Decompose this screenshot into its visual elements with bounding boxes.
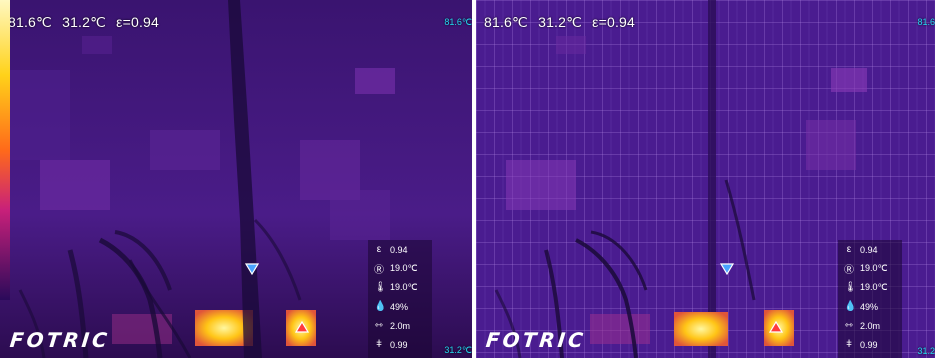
param-reflected-temp: Ⓡ 19.0℃ <box>844 263 888 276</box>
param-ambient-temp: 🌡 19.0℃ <box>374 282 418 293</box>
fusion-image-panel: 81.6℃ 31.2℃ ε=0.94 81.6 31.2 ε 0.94 Ⓡ 19… <box>476 0 935 358</box>
cold-spot-marker-icon <box>245 263 259 275</box>
measurement-parameters: ε 0.94 Ⓡ 19.0℃ 🌡 19.0℃ 💧 49% ⇿ 2.0m ǂ 0.… <box>838 240 902 358</box>
param-humidity: 💧 49% <box>844 301 879 312</box>
humidity-icon: 💧 <box>844 301 857 312</box>
reflected-temp-icon: Ⓡ <box>844 265 854 276</box>
scale-max-label: 81.6 <box>917 17 935 27</box>
max-temperature: 81.6℃ <box>8 14 52 30</box>
emissivity-icon: ε <box>376 244 382 255</box>
max-temperature: 81.6℃ <box>484 14 528 30</box>
fotric-logo: FOTRIC <box>8 328 112 352</box>
param-transmittance: ǂ 0.99 <box>838 335 902 354</box>
hot-spot-marker-icon <box>295 321 309 333</box>
param-humidity: 💧 49% <box>374 301 409 312</box>
hot-spot-marker-icon <box>769 321 783 333</box>
emissivity-value: ε=0.94 <box>116 14 160 30</box>
scale-min-label: 31.2℃ <box>444 345 472 355</box>
cold-spot-marker-icon <box>720 263 734 275</box>
param-emissivity: ε 0.94 <box>838 240 902 259</box>
transmittance-icon: ǂ <box>846 339 852 350</box>
color-scale-bar <box>0 0 10 300</box>
scale-min-label: 31.2 <box>917 346 935 356</box>
scale-max-label: 81.6℃ <box>444 17 472 27</box>
measurement-parameters: ε 0.94 Ⓡ 19.0℃ 🌡 19.0℃ 💧 49% ⇿ 2.0m ǂ 0.… <box>368 240 432 358</box>
param-transmittance: ǂ 0.99 <box>368 335 432 354</box>
param-ambient-temp: 🌡 19.0℃ <box>844 282 888 293</box>
distance-icon: ⇿ <box>844 320 854 331</box>
temperature-readout: 81.6℃ 31.2℃ ε=0.94 <box>484 14 641 31</box>
emissivity-value: ε=0.94 <box>592 14 636 30</box>
fotric-logo: FOTRIC <box>484 328 588 352</box>
fusion-image <box>476 0 935 358</box>
transmittance-icon: ǂ <box>376 339 382 350</box>
temperature-readout: 81.6℃ 31.2℃ ε=0.94 <box>8 14 165 31</box>
param-reflected-temp: Ⓡ 19.0℃ <box>374 263 418 276</box>
emissivity-icon: ε <box>846 244 852 255</box>
min-temperature: 31.2℃ <box>62 14 107 30</box>
thermometer-icon: 🌡 <box>374 282 387 293</box>
thermal-image-panel: 81.6℃ 31.2℃ ε=0.94 81.6℃ 31.2℃ ε 0.94 Ⓡ <box>0 0 472 358</box>
distance-icon: ⇿ <box>374 320 384 331</box>
humidity-icon: 💧 <box>374 301 387 312</box>
thermal-image <box>0 0 472 358</box>
reflected-temp-icon: Ⓡ <box>374 265 384 276</box>
thermometer-icon: 🌡 <box>844 282 857 293</box>
param-distance: ⇿ 2.0m <box>844 320 881 331</box>
min-temperature: 31.2℃ <box>538 14 583 30</box>
param-emissivity: ε 0.94 <box>368 240 432 259</box>
param-distance: ⇿ 2.0m <box>374 320 411 331</box>
